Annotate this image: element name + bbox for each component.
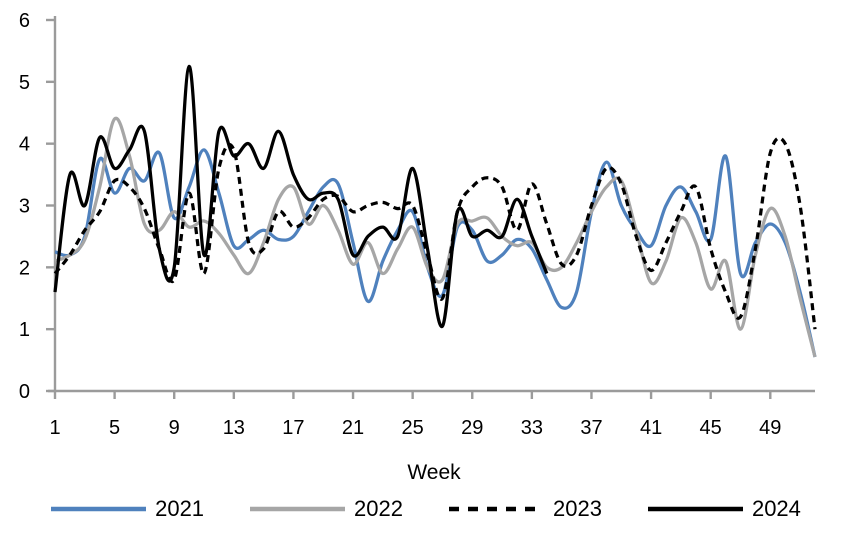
y-tick-label: 5 bbox=[19, 72, 30, 94]
x-tick-label: 5 bbox=[109, 417, 120, 439]
x-tick-label: 1 bbox=[49, 417, 60, 439]
legend-label-2021: 2021 bbox=[155, 496, 205, 521]
x-tick-label: 13 bbox=[223, 417, 245, 439]
x-tick-label: 29 bbox=[461, 417, 483, 439]
x-tick-label: 49 bbox=[759, 417, 781, 439]
legend-label-2024: 2024 bbox=[751, 496, 801, 521]
y-tick-label: 4 bbox=[19, 134, 30, 156]
legend-swatch-2023-dashed-line bbox=[449, 506, 544, 512]
series-2022-line bbox=[54, 116, 817, 358]
x-tick-label: 41 bbox=[640, 417, 662, 439]
x-tick-label: 9 bbox=[169, 417, 180, 439]
legend-swatch-2024-line bbox=[647, 506, 743, 512]
legend-swatch-2022-line bbox=[250, 506, 346, 512]
legend-item-2022: 2022 bbox=[250, 498, 403, 520]
series-2023-line bbox=[53, 136, 817, 330]
y-tick-label: 3 bbox=[19, 196, 30, 218]
x-tick-label: 21 bbox=[342, 417, 364, 439]
y-tick-label: 2 bbox=[19, 257, 30, 279]
series-lines bbox=[53, 64, 817, 358]
legend-label-2023: 2023 bbox=[553, 496, 602, 521]
y-tick-label: 1 bbox=[19, 319, 30, 341]
legend-item-2024: 2024 bbox=[647, 496, 801, 521]
x-tick-label: 17 bbox=[282, 417, 304, 439]
series-2021-line bbox=[54, 148, 817, 358]
legend: 2021 2022 2023 2024 bbox=[0, 492, 852, 526]
series-2024-line bbox=[53, 64, 549, 328]
x-tick-label: 45 bbox=[700, 417, 722, 439]
x-tick-label: 33 bbox=[521, 417, 543, 439]
x-tick-label: 25 bbox=[402, 417, 424, 439]
x-axis-title: Week bbox=[407, 461, 461, 484]
y-tick-label: 0 bbox=[19, 381, 30, 403]
legend-swatch-2021-line bbox=[51, 506, 147, 512]
legend-item-2021: 2021 bbox=[51, 498, 204, 520]
x-tick-label: 37 bbox=[580, 417, 602, 439]
y-tick-label: 6 bbox=[19, 10, 30, 32]
legend-item-2023: 2023 bbox=[449, 498, 602, 520]
legend-label-2022: 2022 bbox=[354, 496, 403, 521]
